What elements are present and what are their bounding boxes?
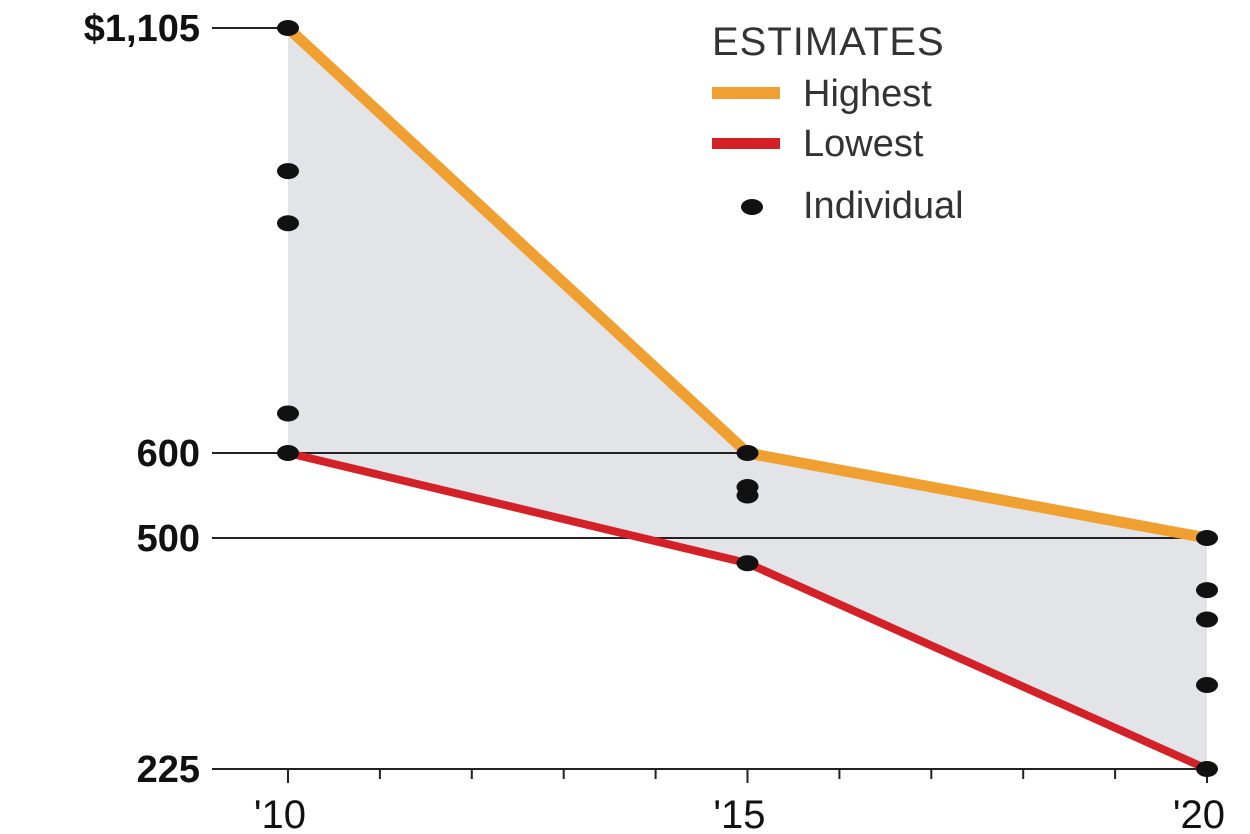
y-tick-label: 225 [137,749,200,791]
x-tick-label: '15 [713,793,765,834]
x-axis [212,768,1212,783]
y-tick-label: $1,105 [84,8,200,50]
individual-point [736,445,759,461]
individual-point [1196,761,1218,777]
individual-point [277,20,299,36]
x-tick-labels: '10 '15 '20 [254,793,1225,834]
legend-swatch-lowest [712,138,780,149]
y-tick-labels: $1,105 600 500 225 [84,8,200,791]
individual-point [277,163,299,180]
legend-label-lowest: Lowest [803,123,924,165]
x-tick-label: '20 [1173,793,1225,834]
individual-point [277,405,299,422]
legend-label-highest: Highest [803,73,932,115]
legend-label-individual: Individual [803,185,964,227]
individual-point [277,215,299,232]
legend-marker-individual [741,199,763,215]
legend-swatch-highest [712,87,780,99]
individual-point [736,555,759,572]
individual-point [736,487,759,504]
individual-point [1196,582,1218,599]
individual-point [1196,677,1218,693]
individual-point [1196,530,1218,546]
x-tick-label: '10 [254,793,306,834]
individual-point [1196,611,1218,628]
legend: ESTIMATES Highest Lowest Individual [712,20,964,227]
legend-title: ESTIMATES [712,20,945,64]
individual-point [277,445,299,461]
individual-points [277,20,1218,777]
y-tick-label: 500 [137,518,200,560]
y-tick-label: 600 [137,433,200,475]
estimate-range-band [288,28,1207,769]
